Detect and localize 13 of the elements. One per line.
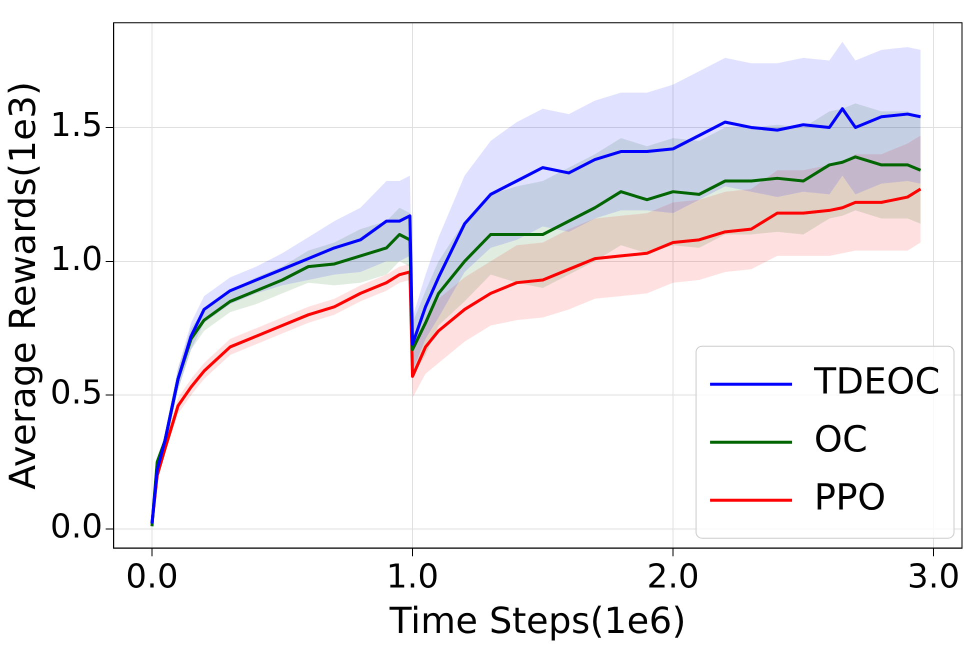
- y-tick-label: 0.5: [50, 372, 103, 412]
- x-tick-label: 0.0: [126, 556, 178, 596]
- x-axis-title: Time Steps(1e6): [388, 600, 686, 642]
- y-tick-label: 1.0: [50, 238, 103, 278]
- x-tick-label: 2.0: [646, 556, 700, 596]
- legend-label: OC: [814, 420, 868, 461]
- y-tick-label: 1.5: [50, 105, 103, 144]
- y-tick-label: 0.0: [50, 506, 103, 546]
- legend-label: PPO: [814, 478, 886, 519]
- x-tick-label: 3.0: [907, 556, 960, 596]
- legend-label: TDEOC: [813, 362, 940, 403]
- x-tick-label: 1.0: [386, 556, 439, 596]
- y-axis-title: Average Rewards(1e3): [2, 81, 44, 490]
